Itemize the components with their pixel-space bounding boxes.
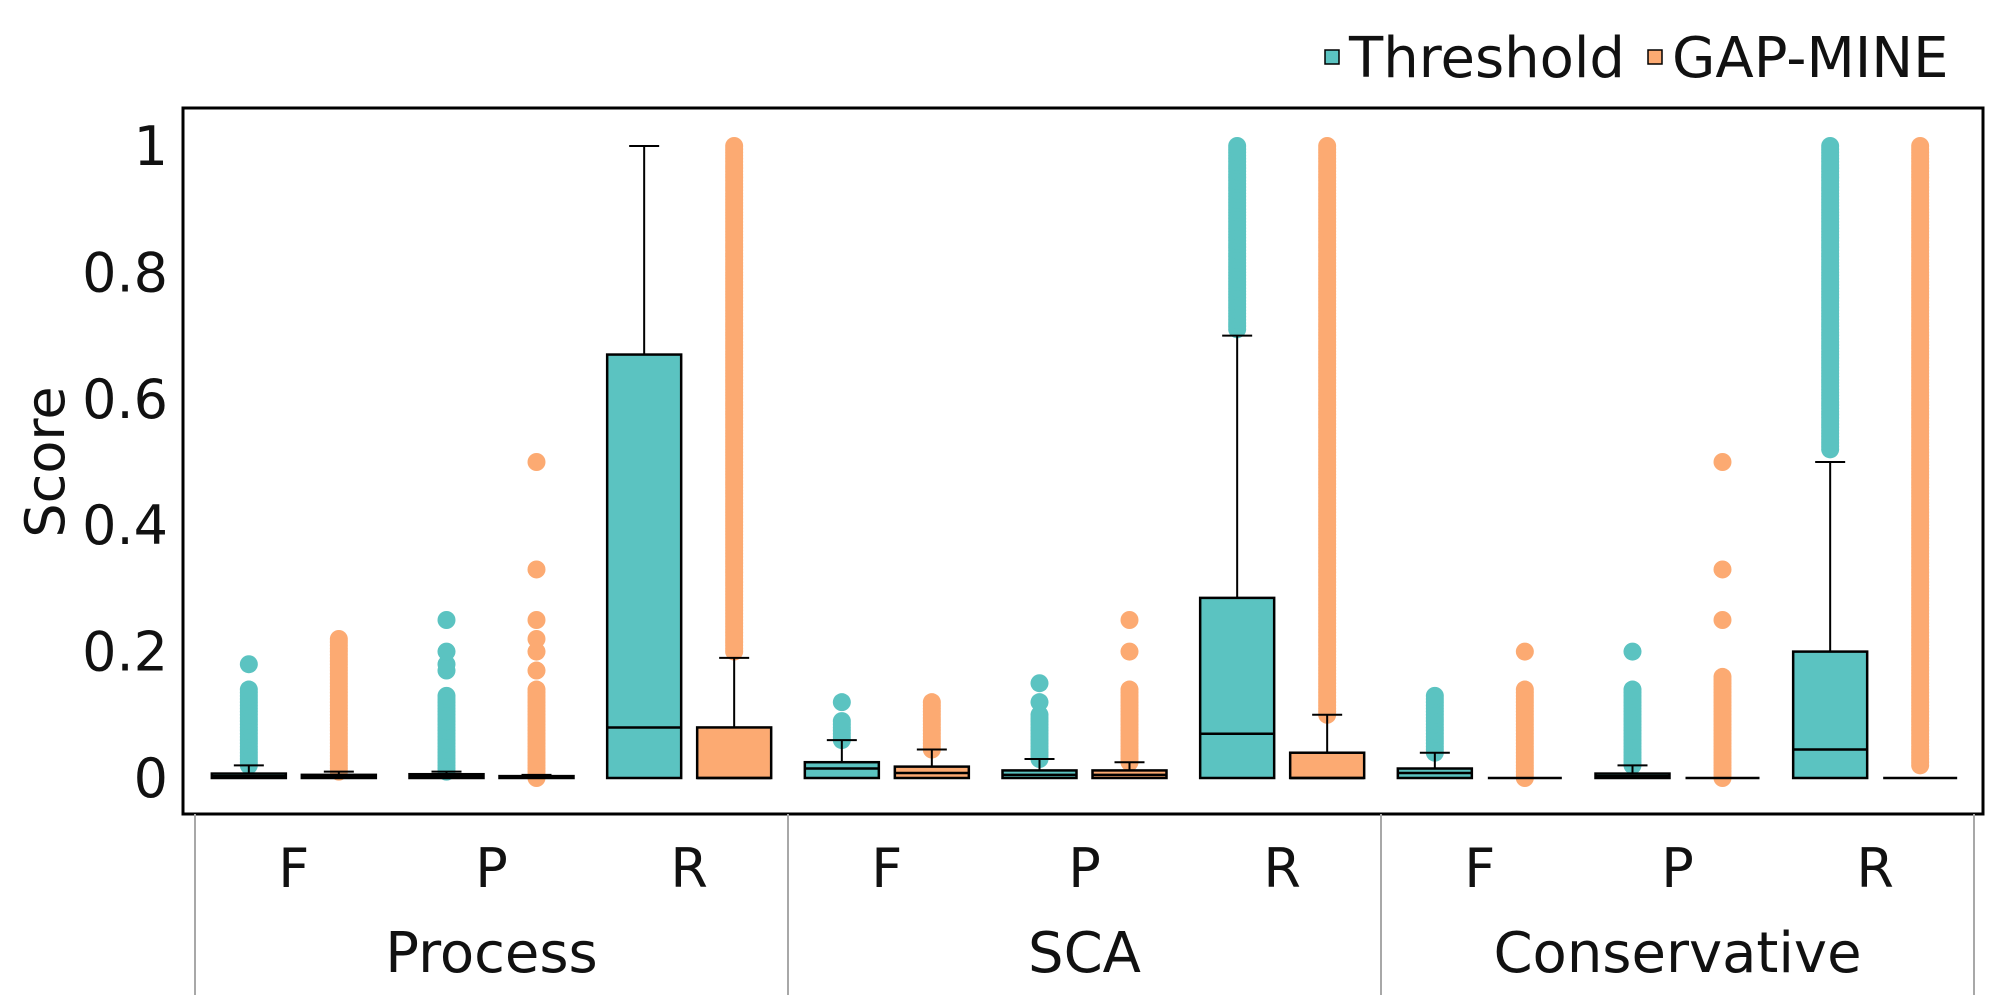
- legend: Threshold GAP-MINE: [1324, 26, 1949, 91]
- outlier-point: [1713, 453, 1732, 471]
- outlier-point: [1821, 137, 1840, 155]
- box-rect: [695, 726, 773, 780]
- box-threshold-sca-f: [803, 693, 881, 780]
- box-gap-mine-sca-p: [1091, 611, 1168, 780]
- outlier-point: [239, 680, 258, 699]
- x-axis: F P R Process F P R SCA F P R Conservative: [194, 814, 1975, 995]
- plot-marks: [210, 137, 1958, 787]
- legend-swatch: [1647, 49, 1663, 65]
- outlier-point: [329, 629, 348, 648]
- outlier-point: [437, 611, 456, 629]
- box-gap-mine-conservative-f: [1487, 642, 1562, 787]
- outlier-point: [527, 629, 546, 648]
- y-tick-label: 0.8: [82, 241, 168, 304]
- outlier-point: [527, 642, 546, 661]
- outlier-point: [1120, 680, 1139, 699]
- legend-swatch: [1324, 49, 1340, 65]
- outlier-point: [1318, 137, 1337, 155]
- outlier-point: [527, 680, 546, 699]
- outlier-point: [725, 137, 744, 155]
- outlier-point: [1515, 680, 1534, 699]
- outlier-point: [527, 453, 546, 471]
- outlier-point: [832, 712, 851, 731]
- x-group-label: SCA: [1028, 921, 1141, 986]
- x-category-label: P: [1068, 837, 1101, 900]
- outlier-point: [527, 661, 546, 680]
- box-threshold-process-r: [605, 145, 683, 780]
- outlier-point: [1713, 667, 1732, 686]
- x-category-label: F: [1464, 837, 1495, 900]
- box-rect: [1198, 596, 1276, 780]
- box-gap-mine-process-p: [498, 453, 575, 787]
- x-category-label: R: [670, 837, 708, 900]
- x-group-label: Conservative: [1493, 921, 1861, 986]
- outlier-point: [1713, 560, 1732, 579]
- outlier-point: [1623, 680, 1642, 699]
- box-threshold-sca-p: [1001, 674, 1078, 780]
- y-tick-label: 0.4: [82, 494, 168, 557]
- box-threshold-sca-r: [1198, 137, 1276, 780]
- box-gap-mine-sca-f: [893, 693, 971, 780]
- outlier-point: [239, 655, 258, 674]
- legend-label: GAP-MINE: [1672, 26, 1949, 91]
- box-gap-mine-process-r: [695, 137, 773, 780]
- y-axis: 0 0.2 0.4 0.6 0.8 1: [82, 115, 168, 810]
- x-category-label: F: [278, 837, 309, 900]
- outlier-point: [1030, 674, 1049, 693]
- y-axis-label: Score: [14, 386, 77, 537]
- outlier-point: [1713, 611, 1732, 629]
- x-category-label: P: [1661, 837, 1694, 900]
- outlier-point: [1515, 642, 1534, 661]
- outlier-point: [1120, 642, 1139, 661]
- box-threshold-process-p: [408, 611, 485, 781]
- outlier-point: [437, 686, 456, 705]
- outlier-point: [437, 642, 456, 661]
- box-rect: [1791, 650, 1869, 780]
- outlier-point: [922, 693, 941, 712]
- outlier-point: [1425, 686, 1444, 705]
- box-rect: [605, 353, 683, 780]
- outlier-point: [437, 655, 456, 674]
- outlier-point: [1228, 137, 1247, 155]
- outlier-point: [1030, 693, 1049, 712]
- outlier-point: [1120, 611, 1139, 629]
- box-rect: [1288, 751, 1366, 780]
- box-threshold-conservative-p: [1594, 642, 1671, 780]
- outlier-point: [1030, 705, 1049, 724]
- outlier-point: [1911, 137, 1930, 155]
- box-gap-mine-sca-r: [1288, 137, 1366, 780]
- outlier-point: [1623, 642, 1642, 661]
- outlier-point: [527, 611, 546, 629]
- box-threshold-conservative-f: [1396, 686, 1474, 780]
- y-tick-label: 0: [134, 747, 168, 810]
- outlier-point: [832, 693, 851, 712]
- box-gap-mine-conservative-r: [1883, 137, 1958, 780]
- x-category-label: F: [871, 837, 902, 900]
- x-category-label: P: [475, 837, 508, 900]
- y-tick-label: 1: [134, 115, 168, 178]
- box-threshold-process-f: [210, 655, 288, 780]
- x-category-label: R: [1263, 837, 1301, 900]
- x-group-label: Process: [385, 921, 597, 986]
- box-threshold-conservative-r: [1791, 137, 1869, 780]
- y-tick-label: 0.2: [82, 621, 168, 684]
- plot-frame: [181, 106, 1985, 816]
- outlier-point: [527, 560, 546, 579]
- x-category-label: R: [1856, 837, 1894, 900]
- box-gap-mine-conservative-p: [1685, 453, 1760, 787]
- box-gap-mine-process-f: [300, 629, 378, 781]
- legend-label: Threshold: [1348, 26, 1625, 91]
- y-tick-label: 0.6: [82, 368, 168, 431]
- box-rect: [803, 760, 881, 780]
